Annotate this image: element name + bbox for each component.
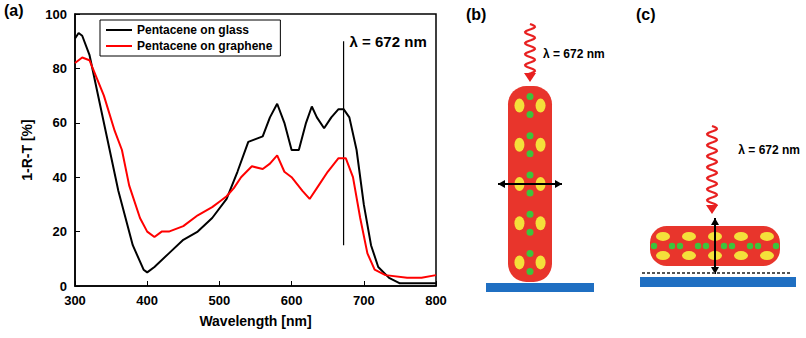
svg-text:1-R-T [%]: 1-R-T [%] — [19, 119, 35, 180]
svg-text:20: 20 — [53, 224, 67, 239]
svg-text:0: 0 — [60, 279, 67, 294]
svg-text:λ = 672 nm: λ = 672 nm — [350, 33, 427, 50]
svg-text:600: 600 — [281, 293, 303, 308]
svg-text:60: 60 — [53, 115, 67, 130]
svg-text:400: 400 — [136, 293, 158, 308]
svg-text:100: 100 — [45, 7, 67, 22]
svg-text:300: 300 — [64, 293, 86, 308]
svg-text:800: 800 — [425, 293, 447, 308]
svg-text:λ = 672 nm: λ = 672 nm — [543, 47, 605, 61]
svg-text:(b): (b) — [466, 6, 486, 23]
svg-text:40: 40 — [53, 170, 67, 185]
svg-text:Pentacene on graphene: Pentacene on graphene — [137, 39, 273, 53]
svg-text:700: 700 — [353, 293, 375, 308]
svg-text:(a): (a) — [4, 2, 24, 19]
svg-text:Wavelength [nm]: Wavelength [nm] — [199, 313, 311, 329]
svg-text:Pentacene on glass: Pentacene on glass — [137, 23, 249, 37]
svg-text:λ = 672 nm: λ = 672 nm — [738, 143, 800, 157]
svg-text:(c): (c) — [636, 6, 656, 23]
svg-text:500: 500 — [209, 293, 231, 308]
svg-text:80: 80 — [53, 61, 67, 76]
